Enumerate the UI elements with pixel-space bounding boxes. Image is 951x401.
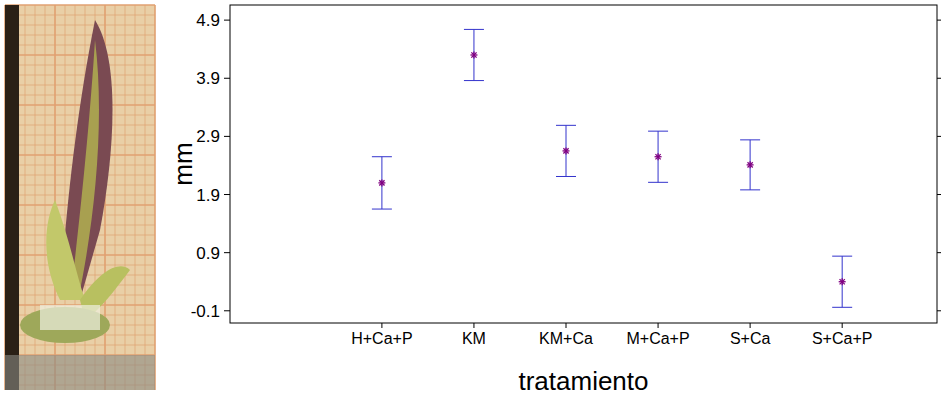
root: -0.1 0.9 1.9 2.9 3.9 4.9 H+Ca+P KM KM+Ca M+Ca+P S+… xyxy=(0,0,951,401)
y-tick xyxy=(224,310,230,311)
x-tick-label: H+Ca+P xyxy=(351,330,412,347)
y-tick xyxy=(224,194,230,195)
mean-marker xyxy=(655,153,662,160)
x-tick xyxy=(750,323,751,328)
leaf-vein xyxy=(70,40,99,300)
y-tick-right xyxy=(937,136,941,137)
error-cap xyxy=(464,29,484,30)
mean-marker xyxy=(839,278,846,285)
y-tick-right xyxy=(937,20,941,21)
y-axis-title: mm xyxy=(168,142,198,185)
error-cap xyxy=(740,189,760,190)
error-cap xyxy=(648,131,668,132)
y-tick xyxy=(224,252,230,253)
leaf-side xyxy=(46,200,85,300)
x-tick-label: S+Ca xyxy=(730,330,771,347)
x-tick xyxy=(473,323,474,328)
plot-frame xyxy=(230,5,937,323)
paper-line xyxy=(145,5,146,390)
x-tick-label: KM xyxy=(462,330,486,347)
x-tick xyxy=(658,323,659,328)
x-tick xyxy=(381,323,382,328)
error-cap xyxy=(556,176,576,177)
error-cap xyxy=(740,139,760,140)
error-cap xyxy=(372,209,392,210)
paper-line xyxy=(125,5,126,390)
photo xyxy=(5,5,155,390)
y-tick xyxy=(224,20,230,21)
paper-line xyxy=(5,54,155,56)
paper-line xyxy=(5,65,155,66)
y-tick-label: 2.9 xyxy=(196,127,220,146)
mean-marker xyxy=(378,179,385,186)
y-tick-label: 4.9 xyxy=(196,11,220,30)
x-tick-label: KM+Ca xyxy=(539,330,593,347)
paper-line xyxy=(5,15,155,16)
y-tick-right xyxy=(937,194,941,195)
y-tick xyxy=(224,136,230,137)
error-cap xyxy=(372,156,392,157)
photo-base xyxy=(5,355,155,390)
error-cap xyxy=(464,80,484,81)
paper-line xyxy=(5,345,155,346)
x-axis-title: tratamiento xyxy=(518,366,648,396)
mean-marker xyxy=(470,51,477,58)
paper-line xyxy=(5,25,155,26)
paper-line xyxy=(5,4,155,6)
x-tick-label: S+Ca+P xyxy=(812,330,872,347)
paper-line xyxy=(135,5,136,390)
paper-line xyxy=(115,5,116,390)
error-bar xyxy=(648,131,668,182)
error-cap xyxy=(832,307,852,308)
paper-line xyxy=(154,5,156,390)
paper-line xyxy=(5,45,155,46)
photo-ground xyxy=(5,5,155,390)
error-cap xyxy=(648,182,668,183)
photo-edge xyxy=(5,5,19,390)
paper-line xyxy=(5,104,155,106)
error-cap xyxy=(556,125,576,126)
paper-line xyxy=(5,75,155,76)
error-bar xyxy=(832,256,852,307)
x-tick xyxy=(842,323,843,328)
y-tick-label: -0.1 xyxy=(191,302,220,321)
y-tick-label: 3.9 xyxy=(196,69,220,88)
paper-line xyxy=(5,95,155,96)
y-tick-right xyxy=(937,310,941,311)
error-cap xyxy=(832,256,852,257)
y-tick-label: 1.9 xyxy=(196,186,220,205)
y-tick xyxy=(224,78,230,79)
error-bar xyxy=(740,140,760,190)
x-tick xyxy=(566,323,567,328)
callus-light xyxy=(40,305,100,330)
chart: -0.1 0.9 1.9 2.9 3.9 4.9 H+Ca+P KM KM+Ca M+Ca+P S+… xyxy=(0,0,951,401)
y-tick-label: 0.9 xyxy=(196,244,220,263)
error-bar xyxy=(464,29,484,80)
mean-marker xyxy=(563,147,570,154)
mean-marker xyxy=(747,161,754,168)
paper-line xyxy=(5,35,155,36)
x-tick-label: M+Ca+P xyxy=(626,330,689,347)
paper-line xyxy=(5,85,155,86)
error-bar xyxy=(556,125,576,176)
error-bar xyxy=(372,157,392,209)
y-tick-right xyxy=(937,78,941,79)
y-tick-right xyxy=(937,252,941,253)
marks xyxy=(372,29,852,307)
